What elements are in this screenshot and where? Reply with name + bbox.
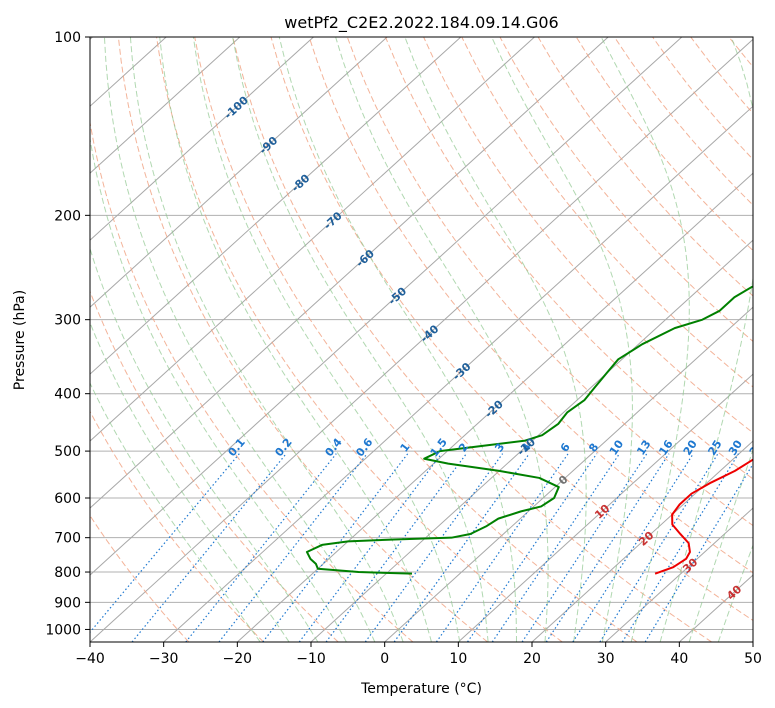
mixing-ratio-line [185, 453, 337, 642]
x-tick-label: 40 [670, 651, 688, 667]
dry-adiabat [767, 37, 775, 642]
moist-adiabat [90, 135, 347, 642]
dry-adiabat [385, 37, 753, 480]
moist-adiabat [404, 37, 587, 642]
axes: −40 −30 −20 −10 0 10 20 30 40 50 100 200 300 400 500 60… [45, 30, 762, 667]
x-tick-label: −30 [149, 651, 179, 667]
mixing-ratio-line [325, 453, 467, 642]
mixing-ratio-line [298, 453, 443, 642]
isotherm-line [531, 440, 753, 642]
moist-adiabat [688, 448, 753, 642]
dry-adiabat [90, 514, 190, 642]
background-lines [90, 37, 775, 642]
moist-adiabat [159, 37, 432, 642]
chart-title: wetPf2_C2E2.2022.184.09.14.G06 [284, 13, 558, 33]
dry-adiabat [499, 37, 753, 343]
dry-adiabat [232, 37, 712, 642]
dry-adiabat [308, 37, 753, 574]
isotherm-line [90, 37, 535, 442]
dry-adiabat [270, 37, 753, 622]
dry-adiabat [90, 410, 264, 642]
mixing-ratio-line [131, 453, 287, 642]
moist-adiabat [90, 246, 319, 642]
dry-adiabat [90, 119, 414, 642]
x-tick-label: 10 [449, 651, 467, 667]
dry-adiabat [117, 37, 488, 642]
isotherm-line [163, 105, 753, 642]
dry-adiabat [156, 37, 563, 642]
isotherm-line [384, 306, 753, 642]
moist-adiabat [232, 37, 489, 642]
mixing-ratio-line [572, 453, 694, 642]
y-axis-label: Pressure (hPa) [12, 290, 28, 390]
isotherm-line [90, 37, 241, 174]
temperature-profile-line [654, 458, 753, 575]
y-tick-label: 900 [54, 595, 81, 611]
isotherm-line [90, 38, 753, 642]
x-axis-label: Temperature (°C) [360, 681, 482, 697]
moist-adiabat [90, 381, 261, 642]
mixing-ratio-line [90, 453, 240, 634]
isotherm-line [90, 37, 462, 375]
isotherm-line [90, 37, 314, 241]
plot-frame [89, 36, 754, 643]
mixing-ratio-line [521, 453, 648, 642]
mixing-ratio-line [491, 453, 620, 642]
moist-adiabat [278, 37, 518, 642]
moist-adiabat [90, 321, 290, 642]
isotherm-line [90, 37, 388, 308]
mixing-ratio-line [545, 453, 670, 642]
moist-adiabat [335, 37, 549, 642]
y-tick-label: 400 [54, 387, 81, 403]
isotherm-line [457, 373, 753, 642]
moist-adiabat [129, 37, 404, 642]
dry-adiabat [537, 37, 753, 297]
y-tick-label: 300 [54, 313, 81, 329]
y-tick-label: 600 [54, 491, 81, 507]
isotherm-line [605, 507, 753, 642]
y-tick-label: 800 [54, 565, 81, 581]
dewpoint-profile-line [305, 285, 753, 575]
x-tick-label: −20 [223, 651, 253, 667]
x-tick-label: 20 [523, 651, 541, 667]
x-tick-label: −10 [296, 651, 326, 667]
y-tick-label: 200 [54, 208, 81, 224]
isotherm-line [90, 37, 683, 576]
dry-adiabat [90, 290, 339, 642]
moist-adiabat [491, 37, 633, 642]
x-tick-label: −40 [75, 651, 105, 667]
profile-series [305, 285, 753, 575]
mixing-ratio-line [599, 453, 719, 642]
mixing-ratio-label: 36 [747, 438, 766, 458]
mixing-ratio-line [393, 453, 530, 642]
mixing-ratio-line [621, 453, 740, 642]
mixing-ratio-line [644, 462, 753, 642]
x-tick-label: 50 [744, 651, 762, 667]
mixing-ratio-line [364, 453, 504, 642]
moist-adiabat [192, 37, 461, 642]
x-tick-label: 0 [380, 651, 389, 667]
dry-adiabat [194, 37, 638, 642]
isotherm-line [752, 641, 753, 642]
y-tick-label: 1000 [45, 622, 81, 638]
y-tick-label: 700 [54, 531, 81, 547]
y-tick-label: 100 [54, 30, 81, 46]
dry-adiabat [346, 37, 753, 527]
isotherm-line [90, 37, 609, 509]
x-tick-label: 30 [597, 651, 615, 667]
y-tick-label: 500 [54, 444, 81, 460]
moist-adiabat [103, 37, 376, 642]
